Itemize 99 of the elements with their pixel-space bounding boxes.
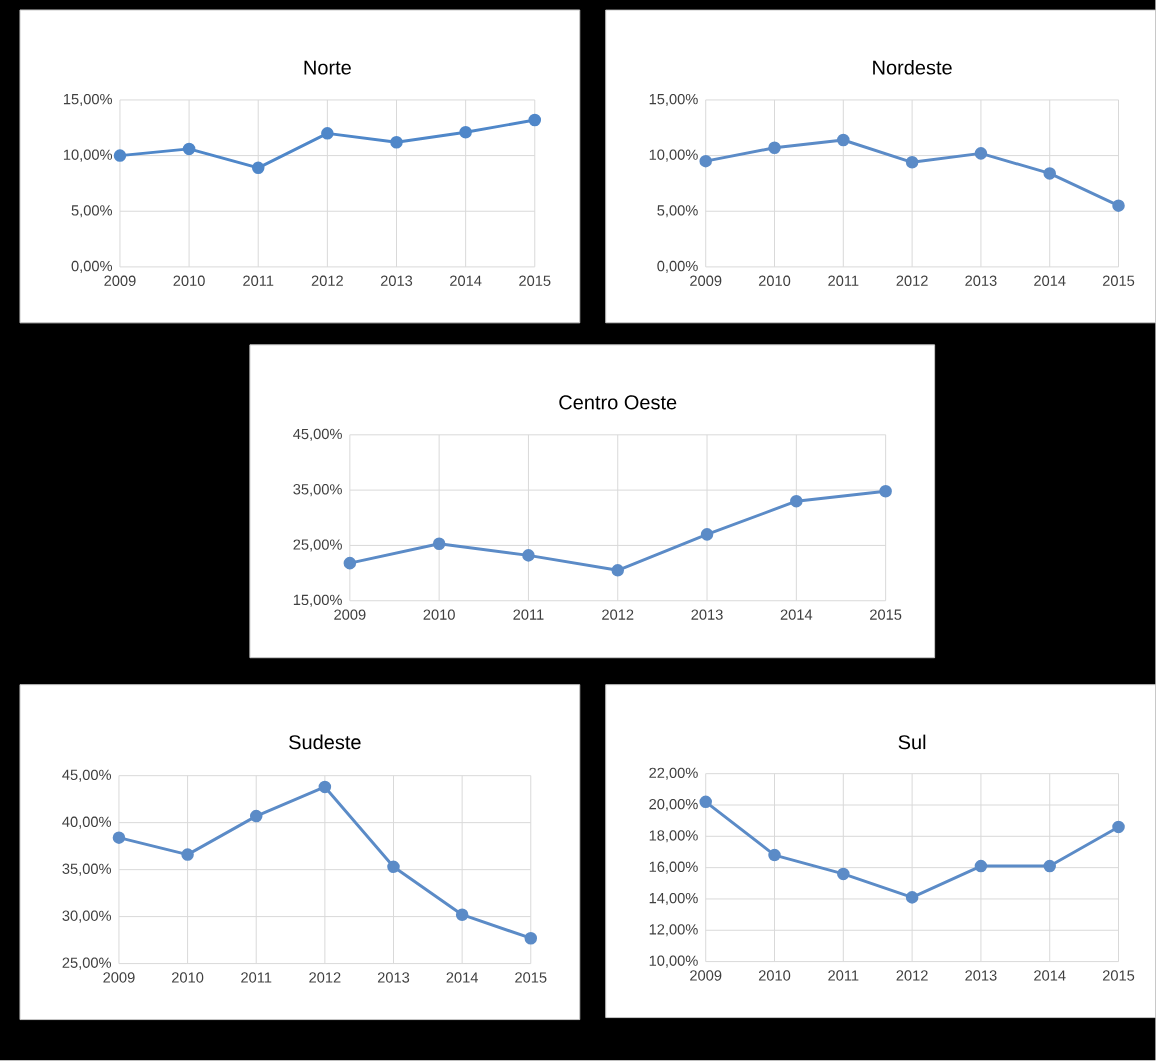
- point: [390, 136, 403, 149]
- y-tick-label: 22,00%: [649, 767, 698, 780]
- x-tick-label: 2015: [1102, 275, 1135, 287]
- point: [113, 149, 127, 163]
- x-tick-label: 2011: [243, 275, 274, 287]
- x-tick-label: 2010: [758, 970, 791, 981]
- x-tick-label: 2013: [380, 275, 413, 287]
- point: [611, 564, 625, 577]
- x-tick-label: 2014: [446, 972, 478, 983]
- x-tick-label: 2009: [334, 609, 366, 621]
- point: [837, 133, 850, 147]
- x-tick-label: 2012: [896, 970, 928, 981]
- y-tick-label: 5,00%: [657, 205, 698, 218]
- chart-title: Norte: [304, 60, 351, 75]
- y-tick-label: 5,00%: [71, 205, 113, 218]
- point: [974, 860, 988, 873]
- point: [528, 113, 542, 127]
- y-tick-label: 16,00%: [649, 861, 698, 874]
- x-tick-label: 2010: [758, 275, 791, 287]
- point: [1112, 199, 1125, 213]
- point: [700, 528, 714, 541]
- point: [318, 780, 332, 794]
- y-tick-label: 15,00%: [293, 594, 342, 608]
- x-tick-label: 2009: [104, 275, 136, 287]
- x-tick-label: 2014: [1034, 970, 1066, 981]
- point: [181, 848, 194, 862]
- x-tick-label: 2011: [828, 970, 859, 981]
- point: [459, 126, 472, 139]
- y-tick-label: 20,00%: [649, 799, 698, 812]
- x-tick-label: 2010: [423, 609, 455, 621]
- y-tick-label: 12,00%: [649, 924, 698, 937]
- x-tick-label: 2013: [377, 972, 410, 983]
- y-tick-label: 0,00%: [71, 261, 113, 274]
- point: [905, 891, 919, 904]
- x-tick-label: 2012: [311, 275, 343, 287]
- x-tick-label: 2009: [103, 972, 135, 983]
- y-tick-label: 35,00%: [62, 863, 112, 876]
- y-tick-label: 14,00%: [649, 893, 698, 906]
- y-tick-label: 10,00%: [649, 149, 698, 162]
- y-tick-label: 15,00%: [649, 94, 698, 107]
- point: [1043, 167, 1056, 180]
- chart-title: Sul: [898, 734, 926, 750]
- point: [387, 860, 400, 874]
- point: [699, 795, 712, 809]
- point: [524, 932, 538, 945]
- x-tick-label: 2013: [691, 609, 723, 621]
- y-tick-label: 0,00%: [657, 261, 698, 274]
- point: [321, 127, 334, 140]
- point: [837, 867, 850, 881]
- y-tick-label: 35,00%: [293, 484, 342, 497]
- y-tick-label: 25,00%: [62, 957, 112, 970]
- chart-title: Nordeste: [873, 60, 952, 75]
- point: [905, 156, 919, 169]
- point: [699, 155, 712, 168]
- y-tick-label: 18,00%: [649, 830, 698, 843]
- y-tick-label: 25,00%: [293, 539, 342, 552]
- y-tick-label: 30,00%: [62, 910, 112, 923]
- x-tick-label: 2015: [870, 609, 902, 621]
- point: [768, 141, 781, 155]
- point: [112, 831, 126, 845]
- point: [343, 557, 357, 570]
- point: [522, 549, 535, 562]
- x-tick-label: 2015: [519, 275, 551, 287]
- x-tick-label: 2014: [1034, 275, 1066, 287]
- point: [768, 849, 781, 862]
- point: [790, 495, 803, 508]
- y-tick-label: 10,00%: [649, 955, 698, 968]
- x-tick-label: 2014: [450, 275, 482, 287]
- y-tick-label: 45,00%: [293, 428, 342, 442]
- x-tick-label: 2011: [828, 275, 859, 287]
- y-tick-label: 15,00%: [63, 94, 113, 107]
- chart-title: Sudeste: [289, 734, 361, 750]
- point: [182, 142, 196, 156]
- point: [1112, 820, 1125, 834]
- point: [249, 810, 263, 823]
- chart-title: Centro Oeste: [559, 395, 677, 410]
- point: [251, 161, 265, 175]
- x-tick-label: 2012: [602, 609, 634, 621]
- x-tick-label: 2013: [965, 275, 997, 287]
- x-tick-label: 2012: [309, 972, 341, 983]
- x-tick-label: 2015: [1102, 970, 1135, 981]
- y-tick-label: 40,00%: [62, 816, 112, 829]
- x-tick-label: 2009: [690, 970, 722, 981]
- point: [879, 485, 892, 498]
- x-tick-label: 2010: [173, 275, 205, 287]
- x-tick-label: 2013: [965, 970, 997, 981]
- x-tick-label: 2015: [515, 972, 547, 983]
- x-tick-label: 2014: [780, 609, 813, 621]
- y-tick-label: 10,00%: [63, 149, 113, 162]
- x-tick-label: 2009: [690, 275, 722, 287]
- x-tick-label: 2011: [241, 972, 272, 983]
- point: [1043, 860, 1056, 873]
- point: [974, 147, 988, 160]
- point: [455, 908, 469, 922]
- point: [432, 537, 446, 551]
- y-tick-label: 45,00%: [62, 769, 112, 782]
- x-tick-label: 2012: [896, 275, 928, 287]
- x-tick-label: 2010: [172, 972, 204, 983]
- x-tick-label: 2011: [513, 609, 544, 621]
